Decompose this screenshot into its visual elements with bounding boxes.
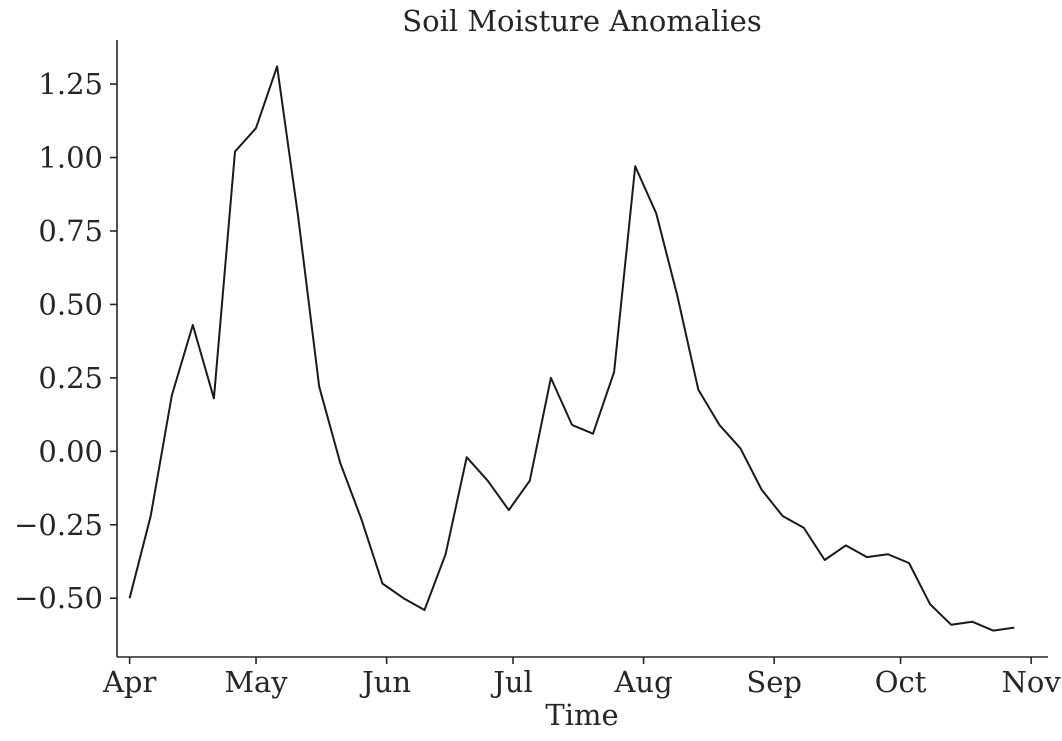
x-tick-label: Jun	[359, 665, 411, 699]
x-tick-label: Aug	[613, 665, 672, 699]
y-tick-label: −0.50	[14, 581, 103, 615]
y-tick-label: −0.25	[14, 508, 103, 542]
x-tick-label: Jul	[490, 665, 533, 699]
series-line	[128, 65, 1015, 632]
y-axis-ticks: −0.50 −0.25 0.00 0.25 0.50 0.75 1.00 1.25	[14, 67, 117, 615]
y-tick-label: 0.00	[38, 434, 103, 468]
y-tick-label: 0.75	[38, 214, 103, 248]
x-axis-ticks: Apr May Jun Jul Aug Sep Oct Nov	[102, 657, 1061, 699]
y-tick-label: 0.25	[38, 361, 103, 395]
chart-title: Soil Moisture Anomalies	[402, 4, 761, 38]
x-axis-label: Time	[545, 698, 618, 732]
plot-area: −0.50 −0.25 0.00 0.25 0.50 0.75 1.00 1.25 Apr Ma…	[14, 40, 1061, 699]
x-tick-label: Oct	[875, 665, 927, 699]
x-tick-label: Apr	[102, 665, 157, 699]
x-tick-label: Sep	[746, 665, 802, 699]
y-tick-label: 0.50	[38, 287, 103, 321]
x-tick-label: May	[224, 665, 288, 699]
y-tick-label: 1.00	[38, 141, 103, 175]
x-tick-label: Nov	[1002, 665, 1062, 699]
y-tick-label: 1.25	[38, 67, 103, 101]
